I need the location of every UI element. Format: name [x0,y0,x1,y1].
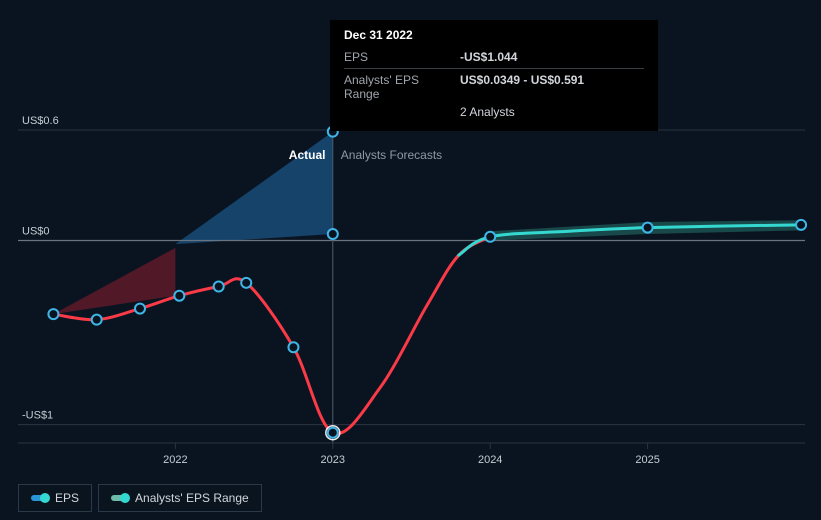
zone-label-forecast: Analysts Forecasts [341,148,442,162]
legend-item-range[interactable]: Analysts' EPS Range [98,484,262,512]
legend-label-range: Analysts' EPS Range [135,491,249,505]
svg-text:US$0: US$0 [22,225,50,237]
tooltip-eps-value: -US$1.044 [460,50,517,64]
legend-item-eps[interactable]: EPS [18,484,92,512]
chart-legend: EPS Analysts' EPS Range [18,484,262,512]
svg-text:US$0.6: US$0.6 [22,115,59,127]
svg-text:2022: 2022 [163,454,187,466]
legend-swatch-eps [31,495,47,501]
tooltip-eps-label: EPS [344,50,456,64]
eps-chart: US$0.6 US$0 -US$1 2022 2023 2024 2025 Actual A… [0,0,821,520]
chart-tooltip: Dec 31 2022 EPS -US$1.044 Analysts' EPS … [330,20,658,131]
zone-label-actual: Actual [289,148,326,162]
legend-swatch-range [111,495,127,501]
tooltip-range-label: Analysts' EPS Range [344,73,456,101]
tooltip-analyst-count: 2 Analysts [460,105,515,119]
tooltip-range-value: US$0.0349 - US$0.591 [460,73,584,101]
svg-text:2023: 2023 [321,454,345,466]
svg-text:2024: 2024 [478,454,502,466]
legend-label-eps: EPS [55,491,79,505]
tooltip-date: Dec 31 2022 [344,28,644,42]
svg-text:2025: 2025 [635,454,659,466]
svg-text:-US$1: -US$1 [22,410,53,422]
